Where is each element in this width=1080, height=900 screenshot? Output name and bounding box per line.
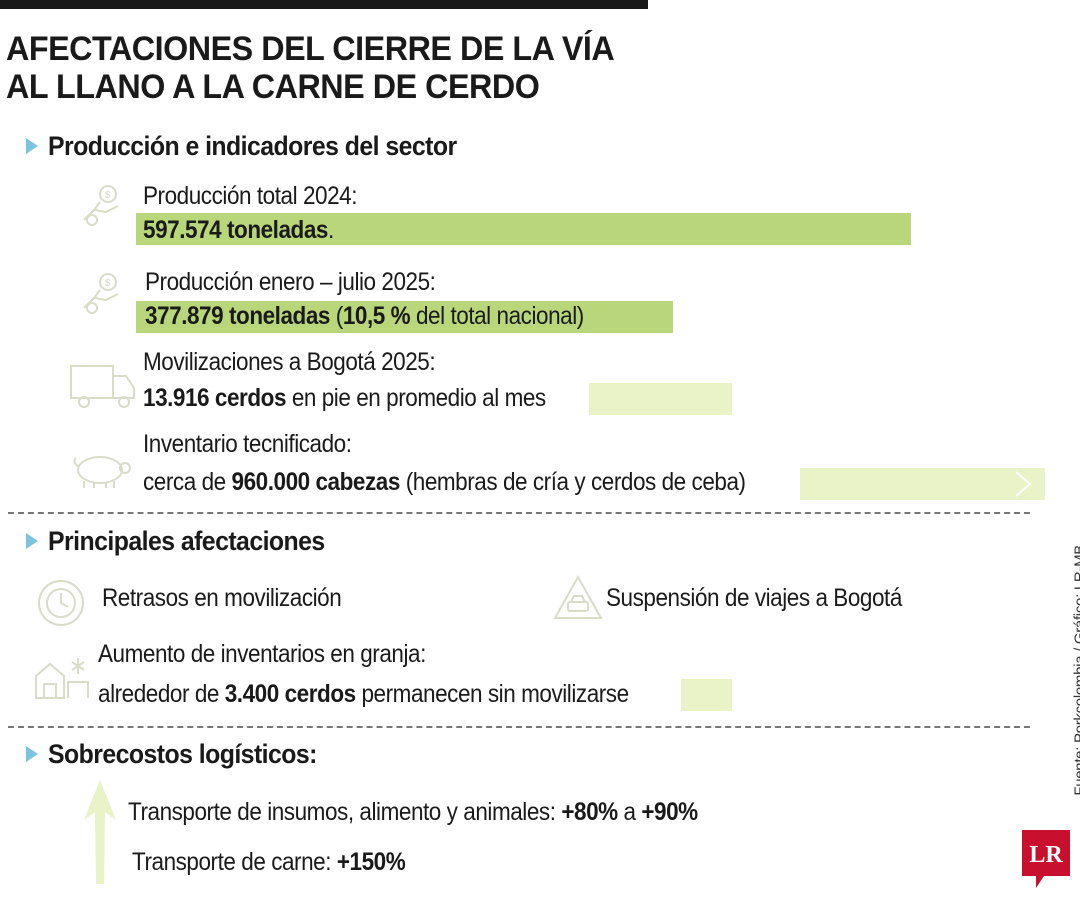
divider-2 [8, 726, 1030, 728]
title-line-2: AL LLANO A LA CARNE DE CERDO [6, 68, 540, 106]
farm-inventory-bar [681, 679, 732, 711]
svg-text:LR: LR [1029, 842, 1063, 868]
production-2025-value: 377.879 toneladas (10,5 % del total naci… [145, 302, 584, 330]
warning-car-icon [552, 574, 604, 622]
production-2024-label: Producción total 2024: [143, 182, 358, 210]
title-line-1: AFECTACIONES DEL CIERRE DE LA VÍA [6, 30, 615, 68]
triangle-bullet-icon [26, 746, 38, 762]
chevron-right-icon [1012, 470, 1034, 498]
movilizations-value: 13.916 cerdos en pie en promedio al mes [143, 384, 546, 412]
clock-icon [36, 578, 86, 628]
movilizations-label: Movilizaciones a Bogotá 2025: [143, 348, 436, 376]
divider-1 [8, 512, 1030, 514]
farm-inventory-value: alrededor de 3.400 cerdos permanecen sin… [98, 680, 629, 708]
section-heading-production: Producción e indicadores del sector [26, 130, 492, 162]
farm-icon [32, 652, 96, 702]
inventory-bar [800, 468, 1045, 500]
money-hand-icon: $ [78, 268, 126, 316]
movilizations-bar [589, 383, 732, 415]
triangle-bullet-icon [26, 138, 38, 154]
production-2025-label: Producción enero – julio 2025: [145, 268, 436, 296]
farm-inventory-label: Aumento de inventarios en granja: [98, 640, 426, 668]
top-rule [0, 0, 648, 9]
page-title: AFECTACIONES DEL CIERRE DE LA VÍA AL LLA… [6, 30, 633, 106]
delays-label: Retrasos en movilización [102, 584, 342, 612]
production-2024-bar [136, 213, 911, 245]
supplies-transport-line: Transporte de insumos, alimento y animal… [128, 798, 698, 826]
section-heading-effects: Principales afectaciones [26, 525, 349, 557]
inventory-value: cerca de 960.000 cabezas (hembras de crí… [143, 468, 746, 496]
meat-transport-line: Transporte de carne: +150% [132, 848, 406, 876]
production-2025-bar [136, 301, 673, 333]
money-hand-icon: $ [78, 180, 126, 228]
inventory-label: Inventario tecnificado: [143, 430, 352, 458]
svg-text:$: $ [105, 278, 111, 289]
truck-icon [68, 360, 138, 410]
suspension-label: Suspensión de viajes a Bogotá [606, 584, 902, 612]
up-arrow-icon [84, 780, 116, 884]
production-2024-value: 597.574 toneladas. [143, 216, 334, 244]
source-credit: Fuente: Porkcolombia / Gráfico: LR-MB [1072, 545, 1080, 796]
pig-icon [70, 448, 134, 492]
triangle-bullet-icon [26, 533, 38, 549]
svg-text:$: $ [105, 190, 111, 201]
lr-logo: LR [1022, 830, 1070, 888]
section-heading-costs: Sobrecostos logísticos: [26, 738, 340, 770]
